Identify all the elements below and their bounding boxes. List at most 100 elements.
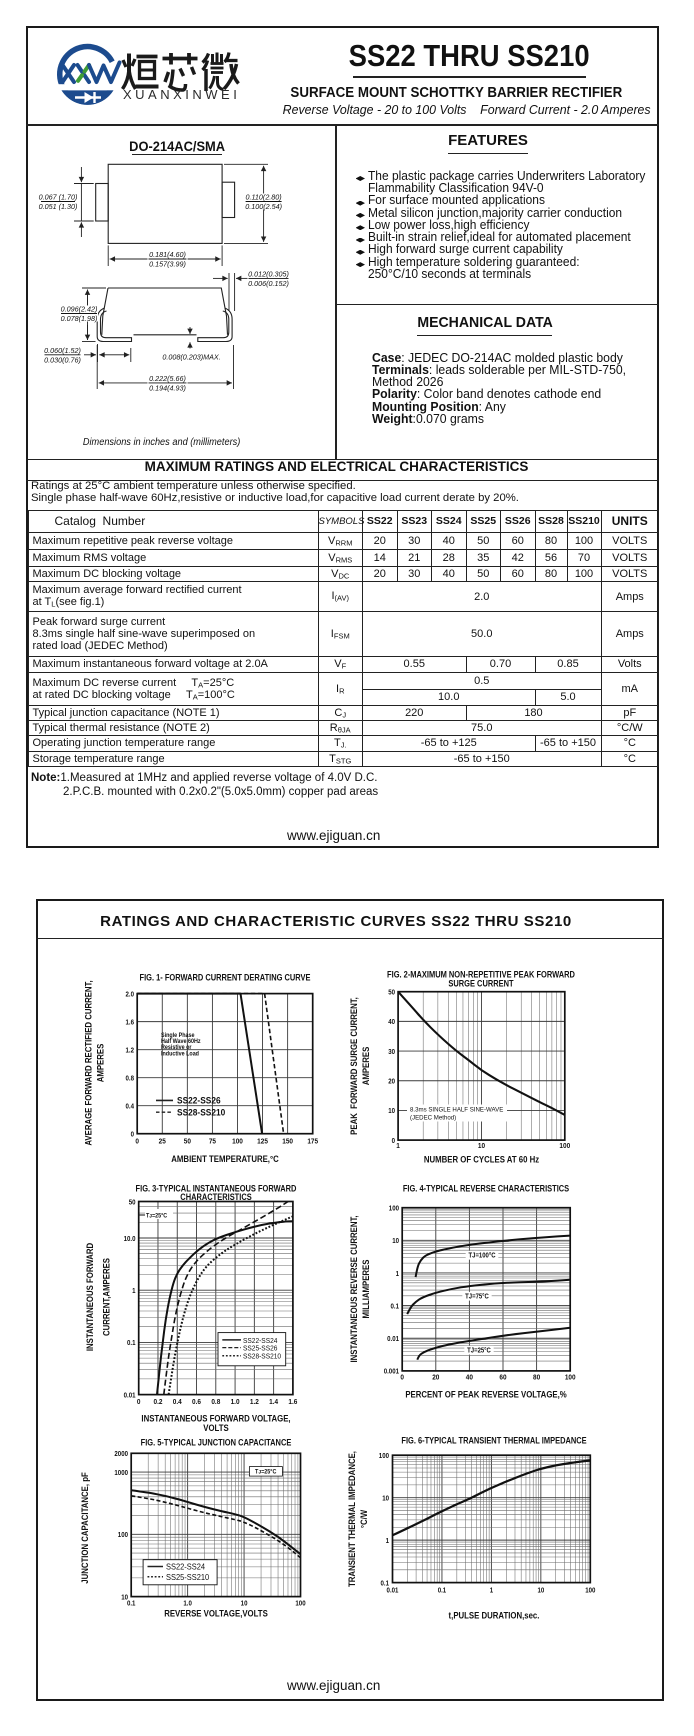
svg-text:Tᴊ=25°C: Tᴊ=25°C <box>255 1469 277 1475</box>
svg-text:1: 1 <box>132 1288 136 1296</box>
svg-text:10: 10 <box>392 1238 399 1246</box>
svg-text:TJ=75°C: TJ=75°C <box>465 1292 489 1301</box>
svg-text:CHARACTERISTICS: CHARACTERISTICS <box>180 1192 252 1202</box>
svg-text:0.1: 0.1 <box>380 1580 389 1588</box>
svg-text:0.100(2.54): 0.100(2.54) <box>245 202 282 211</box>
svg-text:10: 10 <box>382 1495 389 1503</box>
svg-text:25: 25 <box>159 1138 166 1146</box>
svg-text:0.001: 0.001 <box>384 1368 400 1376</box>
svg-text:FIG. 2-MAXIMUM NON-REPETITIVE: FIG. 2-MAXIMUM NON-REPETITIVE PEAK FORWA… <box>387 970 575 980</box>
svg-text:100: 100 <box>559 1143 570 1151</box>
svg-text:INSTANTANEOUS FORWARD: INSTANTANEOUS FORWARD <box>84 1243 95 1351</box>
svg-text:0.1: 0.1 <box>438 1587 447 1595</box>
svg-text:PERCENT OF PEAK REVERSE VOLTAG: PERCENT OF PEAK REVERSE VOLTAGE,% <box>405 1389 567 1400</box>
svg-text:0: 0 <box>392 1138 396 1146</box>
svg-text:0.1: 0.1 <box>127 1600 136 1608</box>
svg-text:1: 1 <box>396 1143 400 1151</box>
svg-text:0.222(5.66): 0.222(5.66) <box>149 374 186 383</box>
svg-text:125: 125 <box>257 1138 268 1146</box>
svg-text:20: 20 <box>388 1078 395 1086</box>
svg-text:40: 40 <box>466 1374 473 1382</box>
svg-text:0.4: 0.4 <box>125 1103 134 1111</box>
svg-text:100: 100 <box>295 1600 305 1608</box>
svg-text:1.0: 1.0 <box>231 1399 240 1407</box>
svg-text:Inductive Load: Inductive Load <box>161 1051 199 1057</box>
svg-text:TRANSIENT THERMAL IMPEDANCE,: TRANSIENT THERMAL IMPEDANCE, <box>346 1451 357 1587</box>
svg-text:40: 40 <box>388 1019 395 1027</box>
svg-text:Single Phase: Single Phase <box>161 1033 194 1039</box>
svg-text:0.012(0.305): 0.012(0.305) <box>248 269 289 278</box>
svg-text:0: 0 <box>135 1138 139 1146</box>
svg-text:Half Wave 60Hz: Half Wave 60Hz <box>161 1039 201 1045</box>
svg-text:100: 100 <box>389 1205 399 1213</box>
svg-text:REVERSE VOLTAGE,VOLTS: REVERSE VOLTAGE,VOLTS <box>164 1608 268 1619</box>
svg-text:0.008(0.203)MAX.: 0.008(0.203)MAX. <box>162 353 220 362</box>
svg-text:AVERAGE FORWARD RECTIFIED CURR: AVERAGE FORWARD RECTIFIED CURRENT, <box>83 980 94 1145</box>
svg-text:SS22-SS24: SS22-SS24 <box>243 1337 277 1344</box>
svg-text:1: 1 <box>490 1587 494 1595</box>
svg-text:75: 75 <box>209 1138 216 1146</box>
svg-text:t,PULSE DURATION,sec.: t,PULSE DURATION,sec. <box>449 1610 540 1621</box>
svg-text:10.0: 10.0 <box>124 1235 136 1243</box>
svg-text:Resistive or: Resistive or <box>161 1045 192 1051</box>
svg-text:Tᴊ=25°C: Tᴊ=25°C <box>146 1213 167 1219</box>
svg-text:SS22-SS24: SS22-SS24 <box>166 1562 206 1572</box>
svg-text:1.2: 1.2 <box>125 1047 134 1055</box>
svg-text:°C/W: °C/W <box>358 1509 369 1528</box>
svg-text:0: 0 <box>131 1131 135 1139</box>
svg-text:100: 100 <box>232 1138 243 1146</box>
svg-text:10: 10 <box>121 1594 128 1602</box>
svg-text:10: 10 <box>478 1143 485 1151</box>
svg-text:1: 1 <box>386 1538 390 1546</box>
svg-text:0.6: 0.6 <box>192 1399 201 1407</box>
svg-text:SS28-SS210: SS28-SS210 <box>177 1107 225 1118</box>
svg-text:175: 175 <box>307 1138 318 1146</box>
svg-text:AMPERES: AMPERES <box>360 1046 371 1085</box>
svg-text:80: 80 <box>533 1374 540 1382</box>
svg-text:0.8: 0.8 <box>211 1399 220 1407</box>
svg-text:FIG. 1- FORWARD CURRENT DERATI: FIG. 1- FORWARD CURRENT DERATING CURVE <box>139 973 311 983</box>
svg-text:0.067 (1.70): 0.067 (1.70) <box>39 193 78 202</box>
svg-text:SS25-SS26: SS25-SS26 <box>243 1345 277 1352</box>
svg-text:SS25-SS210: SS25-SS210 <box>166 1573 210 1583</box>
svg-text:8.3ms SINGLE HALF SINE-WAVE: 8.3ms SINGLE HALF SINE-WAVE <box>410 1106 504 1113</box>
svg-text:JUNCTION CAPACITANCE, pF: JUNCTION CAPACITANCE, pF <box>79 1472 90 1584</box>
svg-text:AMPERES: AMPERES <box>95 1043 106 1082</box>
svg-text:0.060(1.52): 0.060(1.52) <box>44 346 81 355</box>
svg-text:0.030(0.76): 0.030(0.76) <box>44 355 81 364</box>
svg-text:1000: 1000 <box>114 1469 128 1477</box>
svg-text:0.1: 0.1 <box>127 1340 136 1348</box>
svg-text:20: 20 <box>432 1374 439 1382</box>
svg-text:INSTANTANEOUS REVERSE CURRENT,: INSTANTANEOUS REVERSE CURRENT, <box>348 1215 359 1362</box>
svg-text:0: 0 <box>400 1374 404 1382</box>
svg-text:INSTANTANEOUS FORWARD VOLTAGE,: INSTANTANEOUS FORWARD VOLTAGE, <box>141 1413 290 1424</box>
svg-text:MILLIAMPERES: MILLIAMPERES <box>360 1259 371 1318</box>
svg-text:0.078(1.98): 0.078(1.98) <box>61 314 98 323</box>
svg-text:SS28-SS210: SS28-SS210 <box>243 1353 281 1360</box>
svg-text:100: 100 <box>118 1532 128 1540</box>
svg-text:FIG. 4-TYPICAL REVERSE CHARACT: FIG. 4-TYPICAL REVERSE CHARACTERISTICS <box>403 1184 570 1194</box>
svg-text:60: 60 <box>499 1374 506 1382</box>
svg-text:0.181(4.60): 0.181(4.60) <box>149 250 186 259</box>
svg-text:0.110(2.80): 0.110(2.80) <box>245 193 281 202</box>
svg-text:1.2: 1.2 <box>250 1399 259 1407</box>
svg-text:100: 100 <box>585 1587 595 1595</box>
svg-text:0.01: 0.01 <box>124 1392 136 1400</box>
svg-text:10: 10 <box>241 1600 248 1608</box>
svg-text:0.4: 0.4 <box>173 1399 182 1407</box>
svg-text:0.2: 0.2 <box>153 1399 162 1407</box>
svg-text:10: 10 <box>537 1587 544 1595</box>
svg-text:1.6: 1.6 <box>288 1399 297 1407</box>
svg-text:SURGE CURRENT: SURGE CURRENT <box>448 979 513 989</box>
svg-text:FIG. 3-TYPICAL INSTANTANEOUS F: FIG. 3-TYPICAL INSTANTANEOUS FORWARD <box>136 1184 297 1194</box>
svg-text:0.006(0.152): 0.006(0.152) <box>248 279 289 288</box>
svg-text:TJ=100°C: TJ=100°C <box>469 1251 496 1260</box>
svg-text:1.4: 1.4 <box>269 1399 278 1407</box>
svg-text:100: 100 <box>379 1453 389 1461</box>
svg-text:0: 0 <box>137 1399 141 1407</box>
svg-text:FIG. 5-TYPICAL JUNCTION CAPACI: FIG. 5-TYPICAL JUNCTION CAPACITANCE <box>141 1438 292 1448</box>
svg-text:0.01: 0.01 <box>387 1587 399 1595</box>
svg-text:0.1: 0.1 <box>390 1303 399 1311</box>
svg-text:0.096(2.42): 0.096(2.42) <box>61 305 98 314</box>
svg-text:30: 30 <box>388 1048 395 1056</box>
